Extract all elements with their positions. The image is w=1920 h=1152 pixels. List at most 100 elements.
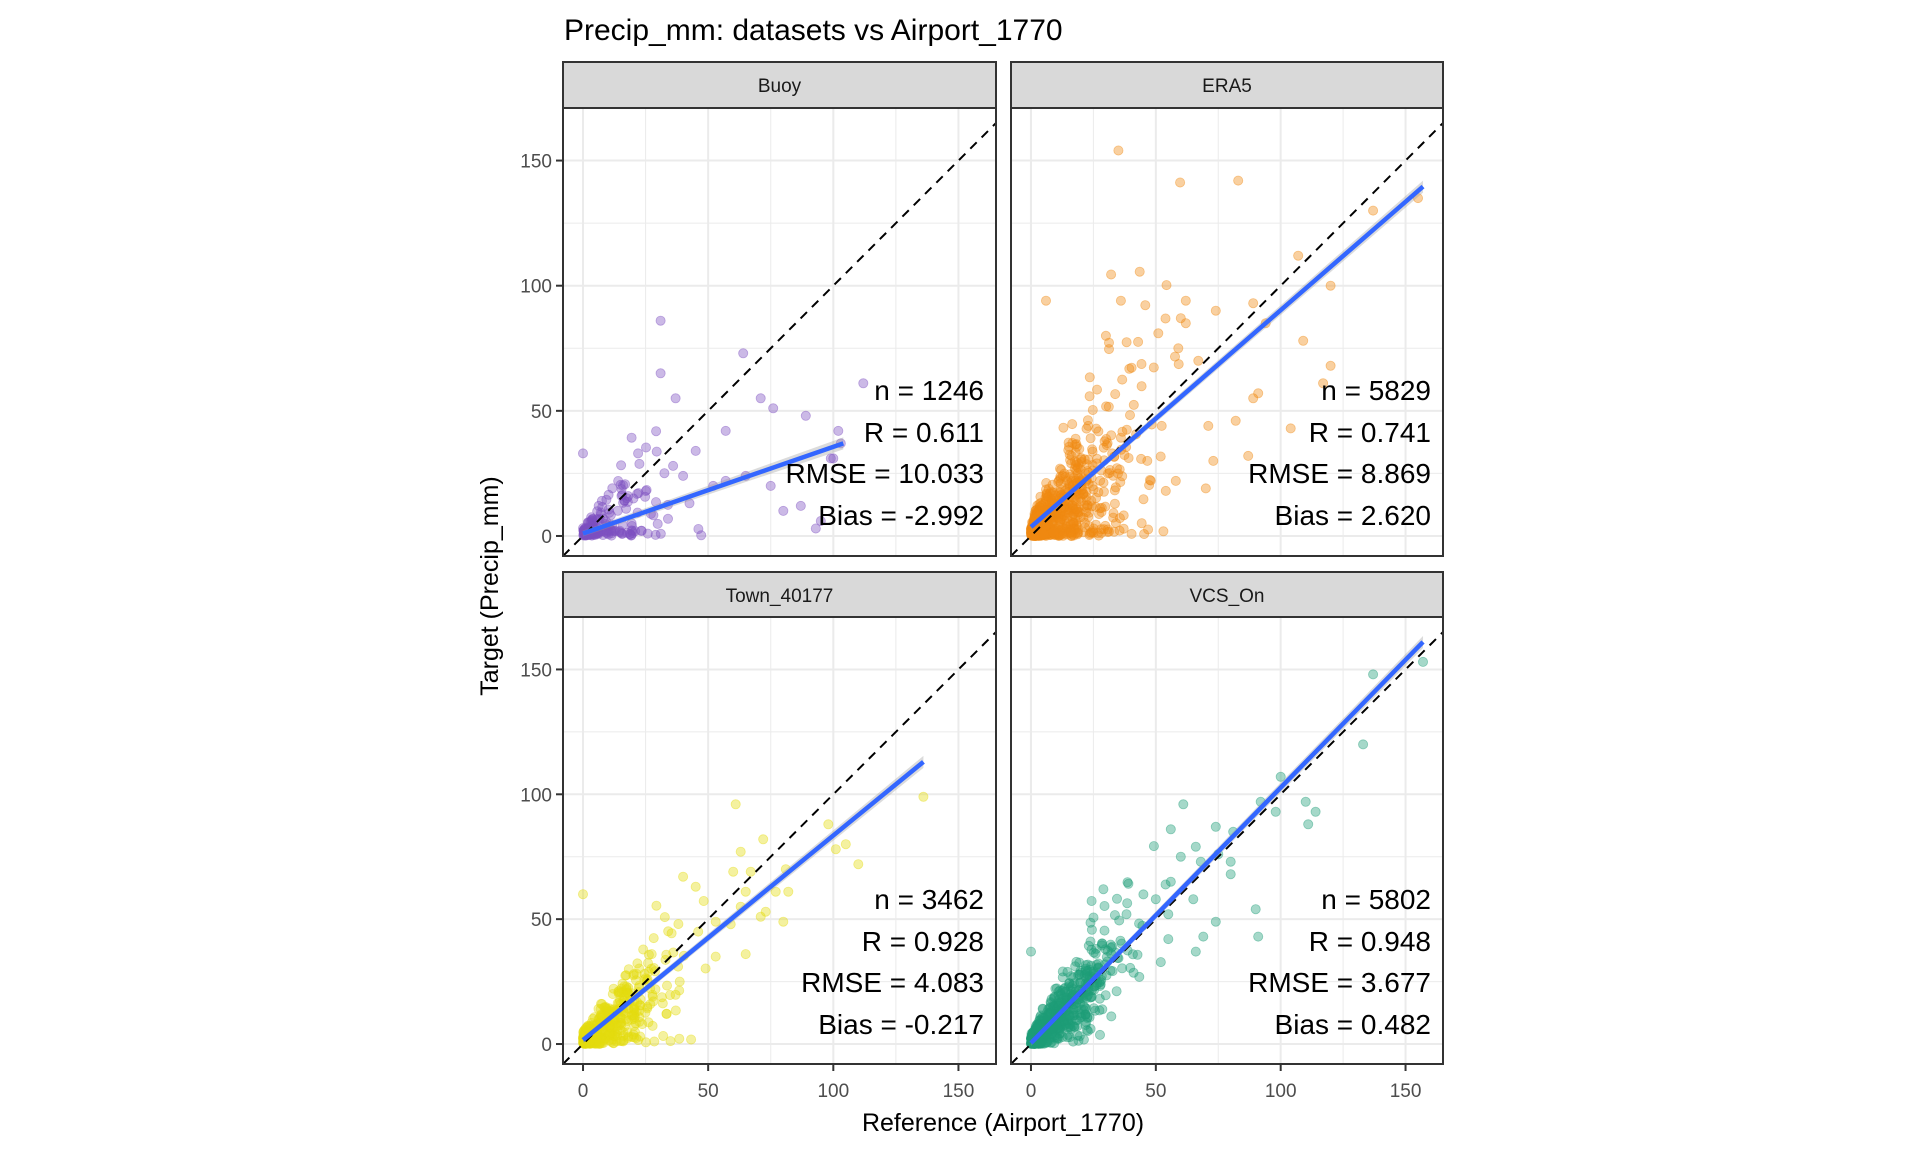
data-point — [1028, 530, 1039, 541]
data-point — [1117, 426, 1128, 437]
data-point — [611, 1018, 622, 1029]
data-point — [581, 1022, 592, 1033]
data-point — [1144, 480, 1155, 491]
data-point — [1049, 991, 1060, 1002]
data-point — [1085, 966, 1096, 977]
data-point — [1036, 500, 1047, 511]
data-point — [1058, 992, 1069, 1003]
panel-buoy: Buoy n = 1246 R = 0.611 RMSE = 10.033 Bias =… — [520, 61, 997, 557]
data-point — [755, 393, 766, 404]
data-point — [623, 982, 634, 993]
data-point — [591, 1032, 602, 1043]
stat-label-rmse: RMSE = 4.083 — [801, 967, 984, 998]
data-point — [1038, 525, 1049, 536]
data-point — [1073, 507, 1084, 518]
data-point — [1086, 501, 1097, 512]
data-point — [1082, 991, 1093, 1002]
data-point — [1113, 468, 1124, 479]
data-point — [1049, 1022, 1060, 1033]
data-point — [1032, 525, 1043, 536]
data-point — [640, 1037, 651, 1048]
data-point — [600, 1006, 611, 1017]
data-point — [1053, 513, 1064, 524]
data-point — [1071, 1015, 1082, 1026]
data-point — [584, 1021, 595, 1032]
data-point — [1108, 508, 1119, 519]
data-point — [594, 1036, 605, 1047]
data-point — [660, 954, 671, 965]
data-point — [1041, 488, 1052, 499]
data-point — [1122, 898, 1133, 909]
data-point — [1059, 986, 1070, 997]
data-point — [1325, 360, 1336, 371]
data-point — [1110, 482, 1121, 493]
data-point — [1180, 318, 1191, 329]
regression-line — [581, 760, 925, 1042]
data-point — [583, 517, 594, 528]
data-point — [1033, 530, 1044, 541]
data-point — [600, 1003, 611, 1014]
data-point — [588, 1034, 599, 1045]
data-point — [613, 986, 624, 997]
data-point — [1086, 944, 1097, 955]
data-point — [1030, 528, 1041, 539]
data-point — [1056, 990, 1067, 1001]
data-point — [1027, 1027, 1038, 1038]
data-point — [1035, 1036, 1046, 1047]
data-point — [1059, 1018, 1070, 1029]
data-point — [1075, 492, 1086, 503]
data-point — [1270, 806, 1281, 817]
data-point — [1033, 1038, 1044, 1049]
data-point — [1069, 524, 1080, 535]
data-point — [1054, 475, 1065, 486]
data-point — [1030, 510, 1041, 521]
data-point — [597, 999, 608, 1010]
data-point — [1310, 806, 1321, 817]
data-point — [1074, 1031, 1085, 1042]
data-point — [1041, 526, 1052, 537]
data-point — [1057, 511, 1068, 522]
data-point — [1055, 1028, 1066, 1039]
data-point — [602, 528, 613, 539]
data-point — [1175, 313, 1186, 324]
data-point — [1081, 486, 1092, 497]
data-point — [585, 1037, 596, 1048]
data-point — [1034, 1015, 1045, 1026]
data-point — [606, 525, 617, 536]
data-point — [1074, 969, 1085, 980]
data-point — [1037, 1016, 1048, 1027]
data-point — [1078, 527, 1089, 538]
data-point — [604, 1022, 615, 1033]
data-point — [1123, 878, 1134, 889]
data-point — [628, 1003, 639, 1014]
data-point — [1080, 1009, 1091, 1020]
data-point — [1086, 992, 1097, 1003]
data-point — [1153, 328, 1164, 339]
data-point — [1064, 471, 1075, 482]
data-point — [1030, 1024, 1041, 1035]
data-point — [1055, 985, 1066, 996]
data-point — [586, 1037, 597, 1048]
data-point — [621, 970, 632, 981]
data-point — [1035, 1037, 1046, 1048]
data-point — [1368, 669, 1379, 680]
data-point — [607, 989, 618, 1000]
data-point — [655, 528, 666, 539]
data-point — [1061, 992, 1072, 1003]
data-point — [1068, 972, 1079, 983]
data-point — [584, 1038, 595, 1049]
data-point — [1041, 530, 1052, 541]
data-point — [1102, 438, 1113, 449]
data-point — [1058, 528, 1069, 539]
data-point — [1090, 501, 1101, 512]
data-point — [600, 1002, 611, 1013]
data-point — [1081, 968, 1092, 979]
data-point — [1035, 528, 1046, 539]
data-point — [627, 528, 638, 539]
data-point — [1049, 529, 1060, 540]
data-point — [1087, 480, 1098, 491]
data-point — [1070, 515, 1081, 526]
data-point — [629, 1020, 640, 1031]
data-point — [768, 403, 779, 414]
data-point — [1071, 504, 1082, 515]
